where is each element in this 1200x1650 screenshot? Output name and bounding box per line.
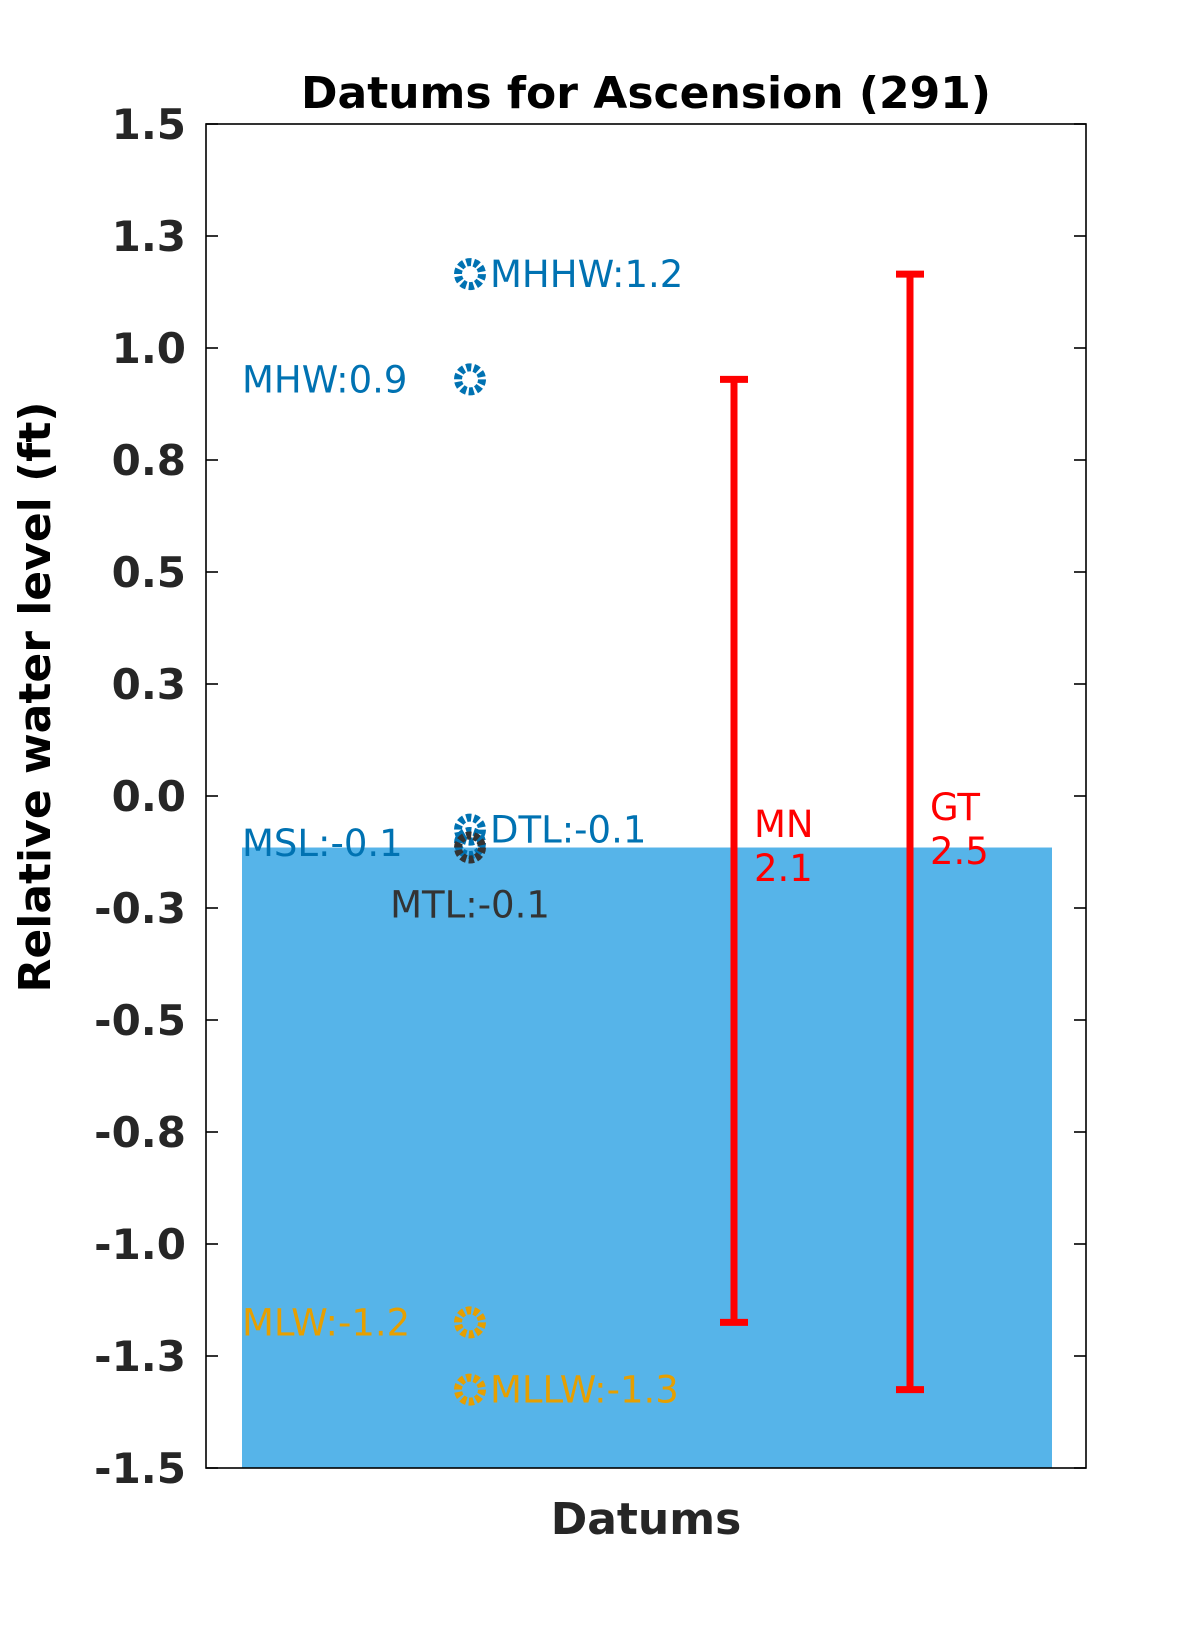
datum-marker-dtl [454,813,486,846]
y-tick-label: 0.3 [112,660,186,709]
datum-marker-mhw [454,363,486,396]
range-bar-mn [720,375,748,1326]
datum-label-mtl: MTL:-0.1 [390,884,550,927]
x-axis-label: Datums [551,1494,742,1545]
y-tick-label: -1.3 [94,1332,186,1381]
water-level-bar [242,847,1052,1468]
datum-label-mlw: MLW:-1.2 [242,1301,410,1344]
datum-label-mllw: MLLW:-1.3 [490,1369,679,1412]
datum-marker-mllw [454,1373,486,1406]
datum-label-mhw: MHW:0.9 [242,358,407,401]
range-bar-gt [896,270,924,1394]
y-tick-label: 0.5 [112,548,186,597]
range-label-name: GT [930,786,980,829]
range-label-name: MN [754,803,814,846]
datum-marker-mtl [454,831,486,864]
y-tick-label: 1.5 [112,100,186,149]
y-tick-label: 0.8 [112,436,186,485]
y-tick-label: 1.0 [112,324,186,373]
y-tick-label: -1.5 [94,1444,186,1493]
y-tick-label: 0.0 [112,772,186,821]
datum-marker-mhhw [454,258,486,291]
y-tick-label: -1.0 [94,1220,186,1269]
y-axis-label: Relative water level (ft) [10,402,61,993]
y-tick-label: -0.8 [94,1108,186,1157]
y-tick-label: -0.3 [94,884,186,933]
range-label-value: 2.1 [754,847,813,890]
datum-label-msl: MSL:-0.1 [242,822,403,865]
chart-title: Datums for Ascension (291) [301,68,991,119]
datum-marker-mlw [454,1306,486,1339]
datum-label-dtl: DTL:-0.1 [490,809,646,852]
datum-label-mhhw: MHHW:1.2 [490,253,683,296]
y-tick-label: -0.5 [94,996,186,1045]
range-label-value: 2.5 [930,830,989,873]
y-tick-label: 1.3 [112,212,186,261]
